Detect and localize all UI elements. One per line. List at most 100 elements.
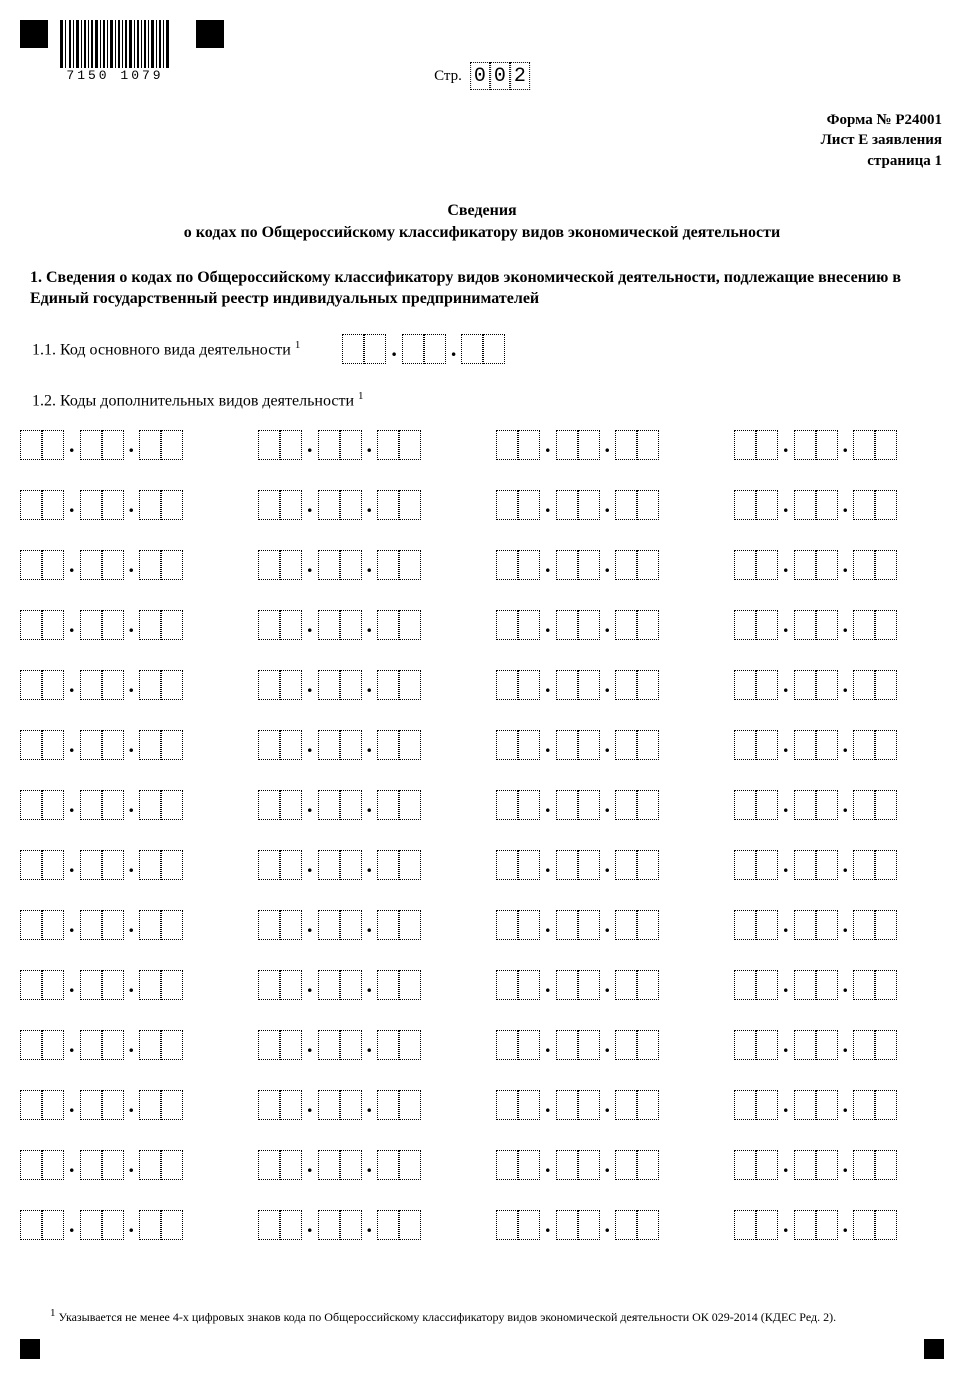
code-digit[interactable] (578, 610, 600, 640)
code-digit[interactable] (637, 1030, 659, 1060)
code-digit[interactable] (399, 430, 421, 460)
code-digit[interactable] (496, 550, 518, 580)
code-digit[interactable] (20, 790, 42, 820)
code-digit[interactable] (615, 1210, 637, 1240)
code-digit[interactable] (280, 790, 302, 820)
code-digit[interactable] (280, 550, 302, 580)
code-digit[interactable] (496, 1030, 518, 1060)
code-digit[interactable] (42, 850, 64, 880)
code-digit[interactable] (20, 430, 42, 460)
code-digit[interactable] (280, 670, 302, 700)
code-digit[interactable] (377, 490, 399, 520)
code-digit[interactable] (615, 790, 637, 820)
code-digit[interactable] (794, 490, 816, 520)
code-digit[interactable] (80, 790, 102, 820)
code-digit[interactable] (518, 1090, 540, 1120)
code-digit[interactable] (318, 790, 340, 820)
code-digit[interactable] (377, 730, 399, 760)
code-digit[interactable] (816, 730, 838, 760)
code-digit[interactable] (102, 610, 124, 640)
code-digit[interactable] (42, 1030, 64, 1060)
code-digit[interactable] (377, 1030, 399, 1060)
code-digit[interactable] (853, 910, 875, 940)
code-digit[interactable] (578, 490, 600, 520)
code-digit[interactable] (399, 490, 421, 520)
code-digit[interactable] (496, 670, 518, 700)
code-digit[interactable] (756, 550, 778, 580)
code-digit[interactable] (377, 910, 399, 940)
code-digit[interactable] (734, 910, 756, 940)
code-digit[interactable] (318, 1210, 340, 1240)
code-digit[interactable] (42, 550, 64, 580)
code-digit[interactable] (615, 970, 637, 1000)
code-digit[interactable] (318, 550, 340, 580)
code-digit[interactable] (258, 1150, 280, 1180)
code-digit[interactable] (853, 610, 875, 640)
code-digit[interactable] (853, 850, 875, 880)
code-digit[interactable] (756, 430, 778, 460)
code-digit[interactable] (80, 610, 102, 640)
code-digit[interactable] (139, 490, 161, 520)
code-digit[interactable] (556, 670, 578, 700)
code-digit[interactable] (734, 670, 756, 700)
code-digit[interactable] (853, 430, 875, 460)
code-digit[interactable] (318, 850, 340, 880)
code-digit[interactable] (794, 730, 816, 760)
code-digit[interactable] (80, 1030, 102, 1060)
code-digit[interactable] (853, 490, 875, 520)
code-digit[interactable] (20, 670, 42, 700)
code-digit[interactable] (20, 730, 42, 760)
code-digit[interactable] (734, 490, 756, 520)
code-digit[interactable] (139, 790, 161, 820)
code-digit[interactable] (615, 1030, 637, 1060)
code-digit[interactable] (518, 1150, 540, 1180)
code-digit[interactable] (556, 430, 578, 460)
code-digit[interactable] (496, 790, 518, 820)
code-digit[interactable] (42, 910, 64, 940)
code-digit[interactable] (340, 910, 362, 940)
code-digit[interactable] (875, 610, 897, 640)
code-digit[interactable] (161, 1090, 183, 1120)
code-digit[interactable] (518, 670, 540, 700)
code-digit[interactable] (139, 670, 161, 700)
code-digit[interactable] (340, 1030, 362, 1060)
code-digit[interactable] (80, 1090, 102, 1120)
code-digit[interactable] (556, 1210, 578, 1240)
code-digit[interactable] (734, 430, 756, 460)
code-digit[interactable] (161, 430, 183, 460)
code-digit[interactable] (364, 334, 386, 364)
code-digit[interactable] (377, 1210, 399, 1240)
code-digit[interactable] (258, 970, 280, 1000)
code-digit[interactable] (578, 670, 600, 700)
code-digit[interactable] (875, 490, 897, 520)
code-digit[interactable] (80, 910, 102, 940)
code-digit[interactable] (102, 490, 124, 520)
code-digit[interactable] (258, 850, 280, 880)
code-digit[interactable] (578, 1210, 600, 1240)
code-digit[interactable] (139, 610, 161, 640)
code-digit[interactable] (816, 550, 838, 580)
code-digit[interactable] (42, 970, 64, 1000)
code-digit[interactable] (80, 430, 102, 460)
code-digit[interactable] (399, 550, 421, 580)
code-digit[interactable] (20, 1030, 42, 1060)
code-digit[interactable] (340, 1090, 362, 1120)
code-digit[interactable] (280, 490, 302, 520)
code-digit[interactable] (794, 1030, 816, 1060)
code-digit[interactable] (258, 670, 280, 700)
code-digit[interactable] (483, 334, 505, 364)
code-digit[interactable] (794, 970, 816, 1000)
code-digit[interactable] (875, 430, 897, 460)
code-digit[interactable] (578, 1090, 600, 1120)
code-digit[interactable] (496, 430, 518, 460)
code-digit[interactable] (377, 790, 399, 820)
code-digit[interactable] (518, 490, 540, 520)
code-digit[interactable] (615, 730, 637, 760)
code-digit[interactable] (42, 670, 64, 700)
code-digit[interactable] (280, 1090, 302, 1120)
code-digit[interactable] (875, 1150, 897, 1180)
code-digit[interactable] (318, 430, 340, 460)
code-digit[interactable] (139, 970, 161, 1000)
code-digit[interactable] (496, 850, 518, 880)
code-digit[interactable] (20, 910, 42, 940)
